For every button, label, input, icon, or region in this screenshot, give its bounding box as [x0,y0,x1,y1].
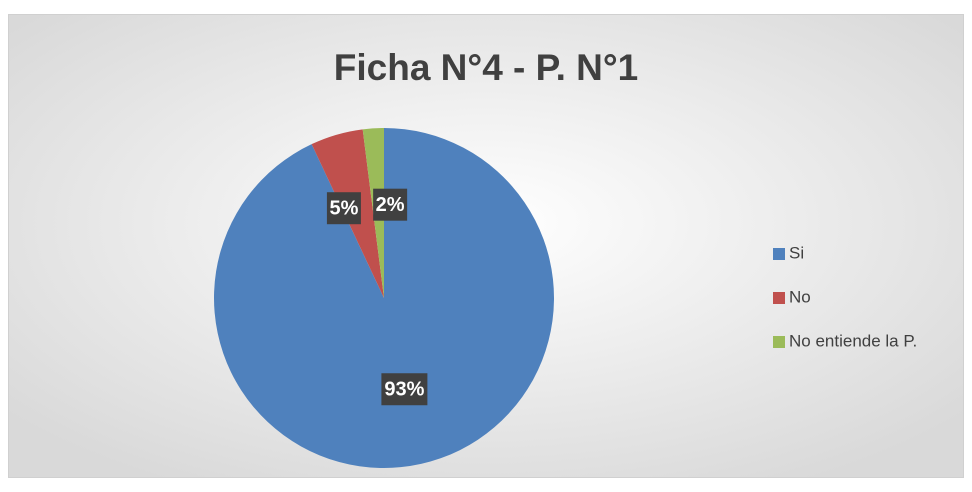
data-label: 5% [329,197,358,219]
data-label: 2% [376,194,405,216]
legend-label: Si [789,243,804,262]
data-label-box [381,373,428,406]
legend-swatch [773,292,785,304]
legend-label: No [789,287,811,306]
legend-swatch [773,248,785,260]
data-label-box [373,188,408,221]
legend-label: No entiende la P. [789,331,917,350]
data-label: 93% [384,379,424,401]
chart-title: Ficha N°4 - P. N°1 [334,47,638,88]
legend-swatch [773,336,785,348]
data-label-box [326,192,361,225]
